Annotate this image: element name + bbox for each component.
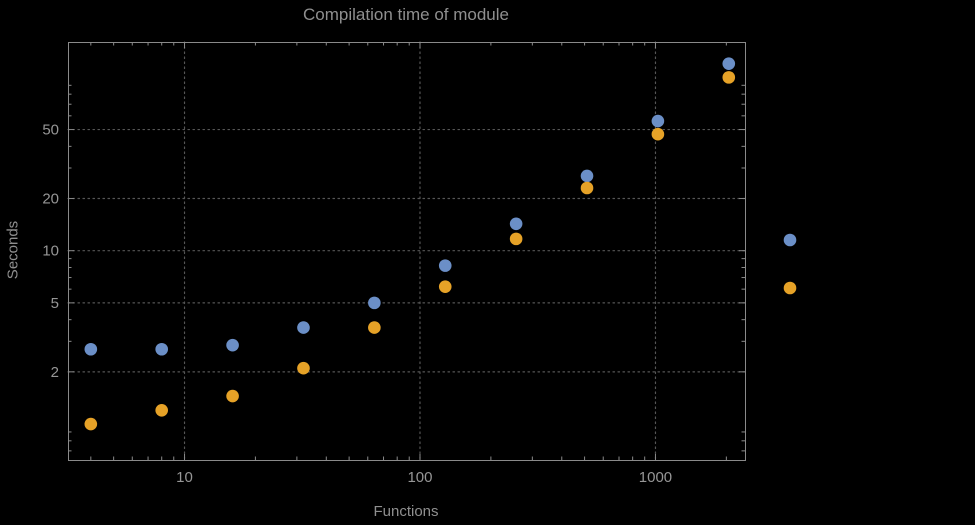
data-point-orange: [651, 127, 665, 141]
data-point-blue: [368, 296, 381, 310]
data-point-orange: [155, 403, 169, 417]
data-point-orange: [226, 389, 239, 403]
y-tick-label: 5: [51, 295, 59, 312]
data-point-blue: [509, 217, 523, 231]
data-point-blue: [297, 321, 310, 334]
plot-frame: [68, 42, 746, 461]
y-axis-label: Seconds: [4, 220, 22, 280]
y-tick-label: 2: [51, 364, 59, 381]
data-point-orange: [368, 321, 381, 334]
data-point-blue: [155, 342, 169, 356]
data-point-orange: [722, 71, 736, 84]
data-point-orange: [84, 417, 98, 431]
x-tick-label: 10: [176, 469, 193, 486]
x-axis-label: Functions: [373, 503, 439, 520]
data-point-blue: [651, 114, 665, 128]
data-point-blue: [226, 338, 239, 352]
y-tick-label: 20: [42, 191, 59, 208]
y-tick-label: 50: [42, 122, 59, 139]
y-tick-label: 10: [42, 243, 59, 260]
legend-marker: [783, 233, 797, 247]
chart-title: Compilation time of module: [303, 5, 509, 24]
data-point-orange: [297, 361, 310, 375]
data-point-orange: [509, 232, 523, 246]
data-point-blue: [580, 169, 594, 183]
data-point-orange: [438, 280, 452, 293]
data-point-blue: [84, 342, 98, 356]
x-tick-label: 1000: [639, 469, 672, 486]
data-point-orange: [580, 181, 594, 195]
legend-marker: [783, 281, 797, 295]
data-point-blue: [438, 259, 452, 272]
data-point-blue: [722, 57, 736, 70]
x-tick-label: 100: [407, 469, 432, 486]
